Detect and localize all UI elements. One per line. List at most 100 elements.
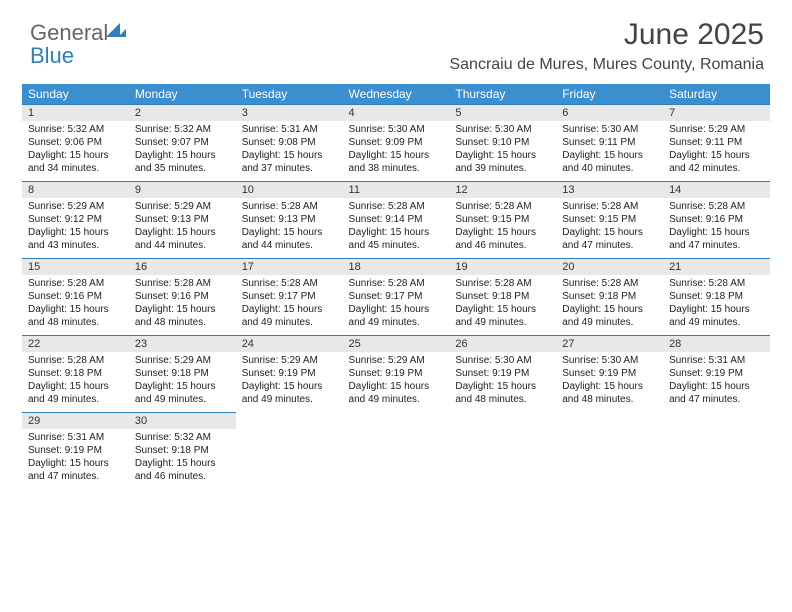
day-number: 7 bbox=[663, 104, 770, 121]
day-body: Sunrise: 5:31 AMSunset: 9:19 PMDaylight:… bbox=[663, 352, 770, 412]
day-body: Sunrise: 5:28 AMSunset: 9:18 PMDaylight:… bbox=[556, 275, 663, 335]
day-body: Sunrise: 5:29 AMSunset: 9:13 PMDaylight:… bbox=[129, 198, 236, 258]
calendar-row: 29Sunrise: 5:31 AMSunset: 9:19 PMDayligh… bbox=[22, 412, 770, 489]
day-number: 22 bbox=[22, 335, 129, 352]
calendar-cell bbox=[663, 412, 770, 489]
calendar-cell: 23Sunrise: 5:29 AMSunset: 9:18 PMDayligh… bbox=[129, 335, 236, 412]
day-number: 27 bbox=[556, 335, 663, 352]
day-number: 30 bbox=[129, 412, 236, 429]
day-body: Sunrise: 5:28 AMSunset: 9:18 PMDaylight:… bbox=[663, 275, 770, 335]
day-number: 21 bbox=[663, 258, 770, 275]
header: June 2025 Sancraiu de Mures, Mures Count… bbox=[22, 18, 770, 74]
day-body: Sunrise: 5:32 AMSunset: 9:07 PMDaylight:… bbox=[129, 121, 236, 181]
day-number: 10 bbox=[236, 181, 343, 198]
day-body: Sunrise: 5:31 AMSunset: 9:08 PMDaylight:… bbox=[236, 121, 343, 181]
calendar-cell bbox=[343, 412, 450, 489]
calendar-cell: 26Sunrise: 5:30 AMSunset: 9:19 PMDayligh… bbox=[449, 335, 556, 412]
day-body: Sunrise: 5:32 AMSunset: 9:18 PMDaylight:… bbox=[129, 429, 236, 489]
day-body: Sunrise: 5:29 AMSunset: 9:18 PMDaylight:… bbox=[129, 352, 236, 412]
day-body: Sunrise: 5:29 AMSunset: 9:11 PMDaylight:… bbox=[663, 121, 770, 181]
logo-text-2: Blue bbox=[30, 43, 74, 68]
day-body: Sunrise: 5:29 AMSunset: 9:12 PMDaylight:… bbox=[22, 198, 129, 258]
calendar-cell: 8Sunrise: 5:29 AMSunset: 9:12 PMDaylight… bbox=[22, 181, 129, 258]
logo-mark-icon-2 bbox=[118, 29, 126, 37]
day-number: 26 bbox=[449, 335, 556, 352]
day-number: 23 bbox=[129, 335, 236, 352]
day-body: Sunrise: 5:30 AMSunset: 9:10 PMDaylight:… bbox=[449, 121, 556, 181]
calendar-cell: 21Sunrise: 5:28 AMSunset: 9:18 PMDayligh… bbox=[663, 258, 770, 335]
day-body: Sunrise: 5:28 AMSunset: 9:17 PMDaylight:… bbox=[236, 275, 343, 335]
calendar-cell: 20Sunrise: 5:28 AMSunset: 9:18 PMDayligh… bbox=[556, 258, 663, 335]
calendar-cell bbox=[556, 412, 663, 489]
day-number: 12 bbox=[449, 181, 556, 198]
calendar-cell: 17Sunrise: 5:28 AMSunset: 9:17 PMDayligh… bbox=[236, 258, 343, 335]
calendar-cell: 30Sunrise: 5:32 AMSunset: 9:18 PMDayligh… bbox=[129, 412, 236, 489]
calendar-cell: 1Sunrise: 5:32 AMSunset: 9:06 PMDaylight… bbox=[22, 104, 129, 181]
day-number: 25 bbox=[343, 335, 450, 352]
calendar-cell: 13Sunrise: 5:28 AMSunset: 9:15 PMDayligh… bbox=[556, 181, 663, 258]
day-body: Sunrise: 5:28 AMSunset: 9:13 PMDaylight:… bbox=[236, 198, 343, 258]
calendar-cell: 22Sunrise: 5:28 AMSunset: 9:18 PMDayligh… bbox=[22, 335, 129, 412]
page-title: June 2025 bbox=[22, 18, 764, 52]
day-number: 13 bbox=[556, 181, 663, 198]
calendar-cell: 18Sunrise: 5:28 AMSunset: 9:17 PMDayligh… bbox=[343, 258, 450, 335]
calendar-cell: 2Sunrise: 5:32 AMSunset: 9:07 PMDaylight… bbox=[129, 104, 236, 181]
day-body: Sunrise: 5:28 AMSunset: 9:18 PMDaylight:… bbox=[22, 352, 129, 412]
calendar-cell: 5Sunrise: 5:30 AMSunset: 9:10 PMDaylight… bbox=[449, 104, 556, 181]
day-number: 16 bbox=[129, 258, 236, 275]
calendar-cell: 28Sunrise: 5:31 AMSunset: 9:19 PMDayligh… bbox=[663, 335, 770, 412]
calendar-cell: 4Sunrise: 5:30 AMSunset: 9:09 PMDaylight… bbox=[343, 104, 450, 181]
day-body: Sunrise: 5:30 AMSunset: 9:09 PMDaylight:… bbox=[343, 121, 450, 181]
day-number: 11 bbox=[343, 181, 450, 198]
day-body: Sunrise: 5:28 AMSunset: 9:18 PMDaylight:… bbox=[449, 275, 556, 335]
calendar-row: 1Sunrise: 5:32 AMSunset: 9:06 PMDaylight… bbox=[22, 104, 770, 181]
calendar-table: Sunday Monday Tuesday Wednesday Thursday… bbox=[22, 84, 770, 489]
calendar-cell: 11Sunrise: 5:28 AMSunset: 9:14 PMDayligh… bbox=[343, 181, 450, 258]
day-number: 19 bbox=[449, 258, 556, 275]
calendar-cell: 6Sunrise: 5:30 AMSunset: 9:11 PMDaylight… bbox=[556, 104, 663, 181]
day-number: 9 bbox=[129, 181, 236, 198]
day-number: 18 bbox=[343, 258, 450, 275]
calendar-cell: 7Sunrise: 5:29 AMSunset: 9:11 PMDaylight… bbox=[663, 104, 770, 181]
day-number: 8 bbox=[22, 181, 129, 198]
calendar-cell: 19Sunrise: 5:28 AMSunset: 9:18 PMDayligh… bbox=[449, 258, 556, 335]
calendar-cell: 25Sunrise: 5:29 AMSunset: 9:19 PMDayligh… bbox=[343, 335, 450, 412]
logo-text-1: General bbox=[30, 20, 108, 45]
calendar-row: 8Sunrise: 5:29 AMSunset: 9:12 PMDaylight… bbox=[22, 181, 770, 258]
day-number: 20 bbox=[556, 258, 663, 275]
day-number: 29 bbox=[22, 412, 129, 429]
calendar-cell bbox=[449, 412, 556, 489]
calendar-cell bbox=[236, 412, 343, 489]
day-number: 4 bbox=[343, 104, 450, 121]
calendar-row: 15Sunrise: 5:28 AMSunset: 9:16 PMDayligh… bbox=[22, 258, 770, 335]
day-number: 24 bbox=[236, 335, 343, 352]
day-body: Sunrise: 5:29 AMSunset: 9:19 PMDaylight:… bbox=[343, 352, 450, 412]
day-number: 14 bbox=[663, 181, 770, 198]
calendar-cell: 14Sunrise: 5:28 AMSunset: 9:16 PMDayligh… bbox=[663, 181, 770, 258]
day-body: Sunrise: 5:28 AMSunset: 9:15 PMDaylight:… bbox=[556, 198, 663, 258]
day-body: Sunrise: 5:28 AMSunset: 9:17 PMDaylight:… bbox=[343, 275, 450, 335]
day-body: Sunrise: 5:28 AMSunset: 9:14 PMDaylight:… bbox=[343, 198, 450, 258]
page-subtitle: Sancraiu de Mures, Mures County, Romania bbox=[22, 56, 764, 74]
calendar-cell: 27Sunrise: 5:30 AMSunset: 9:19 PMDayligh… bbox=[556, 335, 663, 412]
day-number: 17 bbox=[236, 258, 343, 275]
day-number: 5 bbox=[449, 104, 556, 121]
weekday-header: Tuesday bbox=[236, 84, 343, 104]
day-body: Sunrise: 5:30 AMSunset: 9:11 PMDaylight:… bbox=[556, 121, 663, 181]
weekday-header: Thursday bbox=[449, 84, 556, 104]
day-body: Sunrise: 5:28 AMSunset: 9:16 PMDaylight:… bbox=[663, 198, 770, 258]
calendar-row: 22Sunrise: 5:28 AMSunset: 9:18 PMDayligh… bbox=[22, 335, 770, 412]
calendar-cell: 15Sunrise: 5:28 AMSunset: 9:16 PMDayligh… bbox=[22, 258, 129, 335]
day-body: Sunrise: 5:30 AMSunset: 9:19 PMDaylight:… bbox=[449, 352, 556, 412]
day-body: Sunrise: 5:28 AMSunset: 9:16 PMDaylight:… bbox=[22, 275, 129, 335]
weekday-header: Wednesday bbox=[343, 84, 450, 104]
calendar-cell: 12Sunrise: 5:28 AMSunset: 9:15 PMDayligh… bbox=[449, 181, 556, 258]
weekday-header-row: Sunday Monday Tuesday Wednesday Thursday… bbox=[22, 84, 770, 104]
day-body: Sunrise: 5:28 AMSunset: 9:16 PMDaylight:… bbox=[129, 275, 236, 335]
day-number: 2 bbox=[129, 104, 236, 121]
day-body: Sunrise: 5:28 AMSunset: 9:15 PMDaylight:… bbox=[449, 198, 556, 258]
day-number: 28 bbox=[663, 335, 770, 352]
calendar-cell: 24Sunrise: 5:29 AMSunset: 9:19 PMDayligh… bbox=[236, 335, 343, 412]
logo: General Blue bbox=[30, 22, 128, 67]
weekday-header: Saturday bbox=[663, 84, 770, 104]
